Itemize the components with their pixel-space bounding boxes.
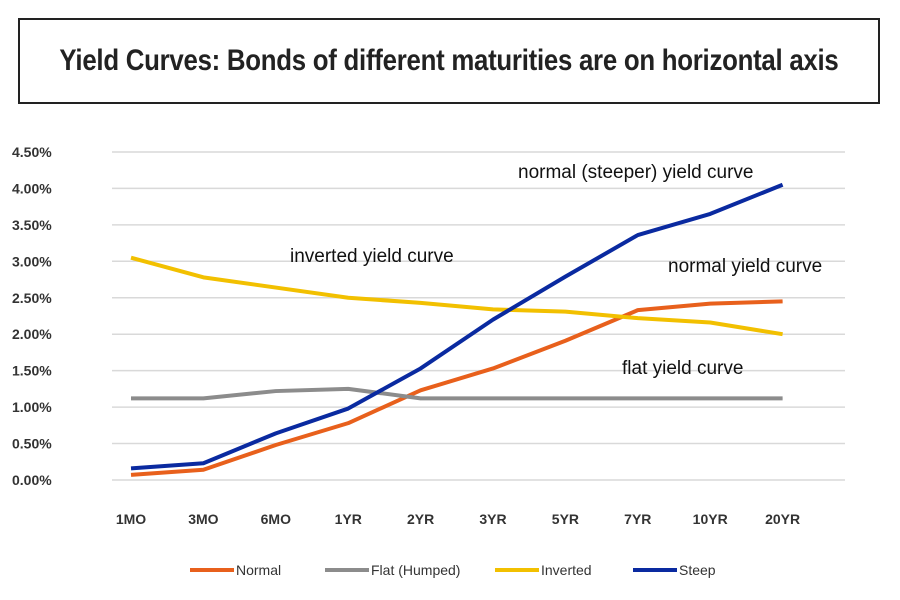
series-line-steep [130, 182, 784, 471]
legend-label: Flat (Humped) [371, 562, 460, 578]
annotation: normal (steeper) yield curve [518, 162, 753, 183]
x-tick-label: 7YR [624, 511, 651, 527]
legend-label: Steep [679, 562, 716, 578]
x-tick-label: 20YR [765, 511, 800, 527]
y-tick-label: 2.00% [12, 326, 52, 342]
x-tick-label: 5YR [552, 511, 579, 527]
chart-title: Yield Curves: Bonds of different maturit… [59, 44, 839, 77]
y-tick-label: 3.00% [12, 253, 52, 269]
annotation: inverted yield curve [290, 246, 454, 267]
legend-label: Normal [236, 562, 281, 578]
x-tick-label: 6MO [261, 511, 291, 527]
x-tick-label: 1YR [335, 511, 362, 527]
y-tick-label: 1.00% [12, 399, 52, 415]
y-tick-label: 4.00% [12, 180, 52, 196]
annotation: normal yield curve [668, 256, 822, 277]
chart-title-box: Yield Curves: Bonds of different maturit… [18, 18, 880, 104]
legend-label: Inverted [541, 562, 592, 578]
y-tick-label: 0.00% [12, 472, 52, 488]
series-line-normal [130, 299, 783, 477]
x-tick-label: 1MO [116, 511, 146, 527]
y-tick-label: 0.50% [12, 436, 52, 452]
y-tick-label: 3.50% [12, 217, 52, 233]
x-tick-label: 3MO [188, 511, 218, 527]
y-tick-label: 4.50% [12, 144, 52, 160]
annotation: flat yield curve [622, 358, 743, 379]
x-tick-label: 3YR [479, 511, 506, 527]
y-tick-label: 1.50% [12, 363, 52, 379]
series-line-flat-humped- [131, 386, 783, 401]
x-tick-label: 10YR [693, 511, 728, 527]
y-tick-label: 2.50% [12, 290, 52, 306]
x-tick-label: 2YR [407, 511, 434, 527]
series-line-inverted [130, 255, 783, 337]
